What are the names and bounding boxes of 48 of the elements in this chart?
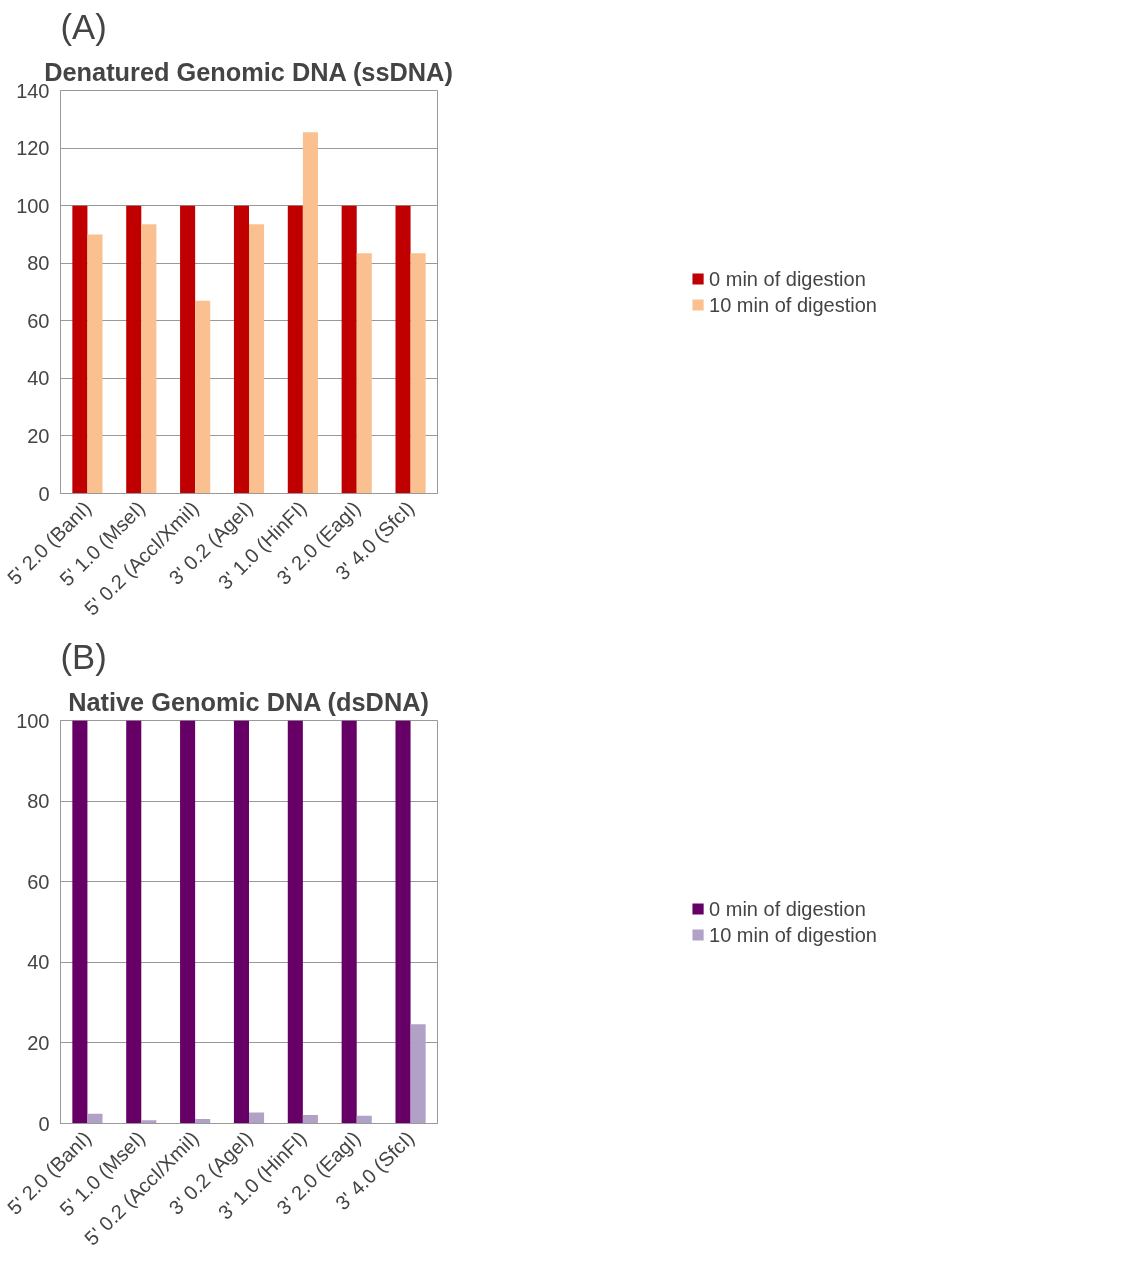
bar	[180, 205, 196, 494]
bar	[233, 205, 249, 494]
bar	[341, 205, 357, 494]
legend-label: 10 min of digestion	[709, 923, 877, 946]
y-tick-label: 0	[38, 482, 50, 505]
bar	[249, 1112, 265, 1124]
bar	[87, 234, 103, 494]
legend-label: 0 min of digestion	[709, 267, 866, 290]
bar	[410, 1024, 426, 1124]
bar	[195, 1119, 211, 1124]
bar	[341, 720, 357, 1124]
bar	[233, 720, 249, 1124]
bar	[395, 720, 411, 1124]
bar	[195, 300, 211, 494]
y-tick-label: 40	[27, 367, 50, 390]
bar	[356, 1115, 372, 1124]
y-tick-label: 60	[27, 870, 50, 893]
legend-label: 0 min of digestion	[709, 897, 866, 920]
bar	[126, 205, 142, 494]
bar	[126, 720, 142, 1124]
y-tick-label: 100	[16, 709, 50, 732]
chart-title: Native Genomic DNA (dsDNA)	[68, 687, 429, 716]
bar	[302, 1115, 318, 1124]
text: (B)	[60, 637, 107, 676]
legend-label: 10 min of digestion	[709, 293, 877, 316]
y-tick-label: 80	[27, 790, 50, 813]
y-tick-label: 100	[16, 194, 50, 217]
bar	[72, 720, 88, 1124]
bar	[287, 205, 303, 494]
bar	[287, 720, 303, 1124]
bar	[395, 205, 411, 494]
bar	[72, 205, 88, 494]
y-tick-label: 60	[27, 309, 50, 332]
y-tick-label: 20	[27, 1031, 50, 1054]
y-tick-label: 80	[27, 252, 50, 275]
bar	[141, 224, 157, 494]
text: (A)	[60, 7, 107, 46]
y-tick-label: 20	[27, 424, 50, 447]
bar	[141, 1120, 157, 1124]
y-tick-label: 0	[38, 1112, 50, 1135]
bar	[302, 132, 318, 494]
y-tick-label: 120	[16, 137, 50, 160]
bar	[356, 253, 372, 494]
bar	[180, 720, 196, 1124]
bar	[410, 253, 426, 494]
y-tick-label: 40	[27, 951, 50, 974]
bar	[87, 1113, 103, 1124]
bar	[249, 224, 265, 494]
